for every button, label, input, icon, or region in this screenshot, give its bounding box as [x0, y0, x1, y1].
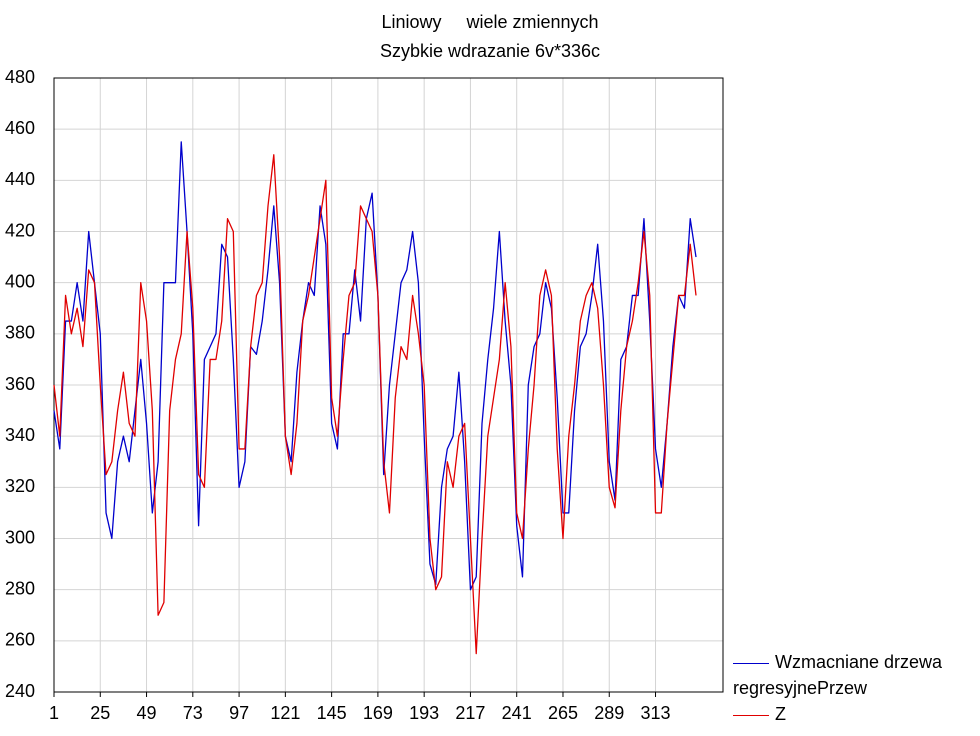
x-tick-label: 241 — [502, 703, 532, 723]
y-tick-label: 360 — [5, 374, 35, 394]
y-tick-label: 400 — [5, 271, 35, 291]
x-tick-label: 121 — [270, 703, 300, 723]
x-tick-label: 313 — [640, 703, 670, 723]
x-tick-label: 97 — [229, 703, 249, 723]
legend-item: Z — [733, 701, 978, 727]
legend: Wzmacniane drzewa regresyjnePrzew Z — [733, 649, 978, 727]
chart-title: Liniowy wiele zmiennych — [381, 12, 598, 32]
chart-subtitle: Szybkie wdrazanie 6v*336c — [380, 41, 600, 61]
y-tick-label: 240 — [5, 681, 35, 701]
y-tick-label: 260 — [5, 630, 35, 650]
legend-label: Wzmacniane drzewa regresyjnePrzew — [733, 652, 943, 698]
y-tick-label: 300 — [5, 527, 35, 547]
y-tick-label: 280 — [5, 578, 35, 598]
series-line — [53, 154, 697, 655]
y-tick-label: 480 — [5, 67, 35, 87]
legend-item: Wzmacniane drzewa regresyjnePrzew — [733, 649, 978, 701]
y-tick-label: 320 — [5, 476, 35, 496]
y-tick-label: 460 — [5, 118, 35, 138]
series-line — [53, 141, 697, 591]
x-tick-label: 1 — [49, 703, 59, 723]
x-tick-label: 289 — [594, 703, 624, 723]
x-tick-label: 49 — [137, 703, 157, 723]
x-tick-label: 73 — [183, 703, 203, 723]
legend-label: Z — [775, 704, 786, 724]
y-tick-label: 340 — [5, 425, 35, 445]
x-tick-label: 169 — [363, 703, 393, 723]
x-tick-label: 193 — [409, 703, 439, 723]
y-tick-label: 380 — [5, 323, 35, 343]
x-tick-label: 265 — [548, 703, 578, 723]
y-tick-label: 420 — [5, 220, 35, 240]
x-tick-label: 217 — [455, 703, 485, 723]
legend-swatch — [733, 662, 769, 664]
legend-swatch — [733, 714, 769, 716]
x-tick-label: 145 — [317, 703, 347, 723]
x-tick-label: 25 — [90, 703, 110, 723]
y-tick-label: 440 — [5, 169, 35, 189]
